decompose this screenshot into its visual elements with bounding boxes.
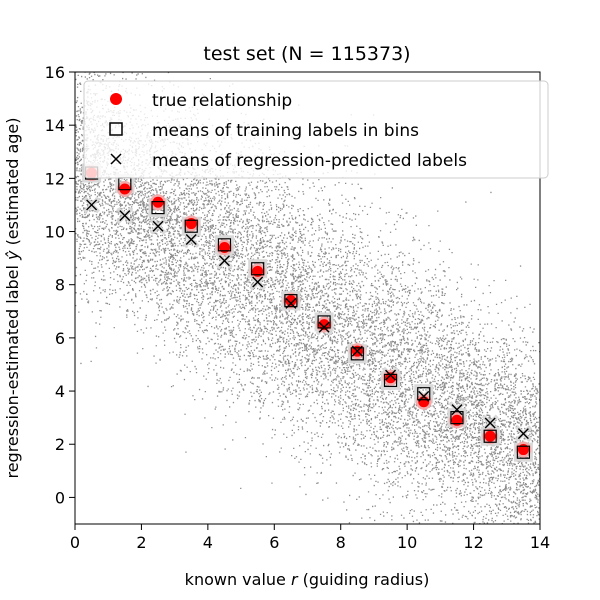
- legend-box: [83, 80, 549, 179]
- y-tick-label: 12: [45, 169, 65, 188]
- predicted-mean-point: [318, 321, 330, 333]
- scatter-cloud: [75, 72, 540, 524]
- x-axis: 0 2 4 6 8 10 12 14: [70, 524, 550, 552]
- legend: true relationship means of training labe…: [83, 80, 549, 179]
- predicted-mean-point: [218, 255, 230, 267]
- predicted-mean-point: [86, 199, 98, 211]
- legend-marker-square: [109, 122, 123, 136]
- training-mean-point: [151, 201, 165, 215]
- predicted-mean-point: [517, 428, 529, 440]
- predicted-mean-point: [351, 345, 363, 357]
- true-point: [484, 430, 496, 442]
- x-tick-label: 6: [269, 533, 279, 552]
- x-axis-label: known value r (guiding radius): [185, 570, 430, 589]
- chart-title: test set (N = 115373): [203, 43, 410, 65]
- y-axis: 0 2 4 6 8 10 12 14 16: [45, 63, 75, 507]
- training-mean-point: [483, 429, 497, 443]
- legend-marker-x: [110, 153, 122, 165]
- predicted-mean-point: [152, 220, 164, 232]
- y-tick-label: 8: [55, 276, 65, 295]
- y-tick-label: 16: [45, 63, 65, 82]
- training-mean-point: [450, 411, 464, 425]
- training-mean-point: [350, 347, 364, 361]
- predicted-mean-point: [484, 417, 496, 429]
- plot-frame: [74, 71, 541, 525]
- predicted-mean-point: [451, 404, 463, 416]
- predicted-mean-point: [418, 390, 430, 402]
- y-tick-label: 0: [55, 488, 65, 507]
- y-tick-label: 2: [55, 435, 65, 454]
- bin-markers: [82, 163, 533, 462]
- legend-entry-true: true relationship: [152, 91, 292, 111]
- true-point: [418, 396, 430, 408]
- predicted-mean-point: [119, 210, 131, 222]
- x-tick-label: 10: [397, 533, 417, 552]
- training-mean-point: [184, 219, 198, 233]
- legend-entry-predicted: means of regression-predicted labels: [152, 151, 467, 171]
- y-tick-label: 10: [45, 223, 65, 242]
- scatter-points: [75, 72, 540, 524]
- x-tick-label: 14: [530, 533, 550, 552]
- true-point: [152, 196, 164, 208]
- true-point: [285, 295, 297, 307]
- x-tick-label: 0: [70, 533, 80, 552]
- y-tick-label: 4: [55, 382, 65, 401]
- training-mean-point: [417, 387, 431, 401]
- legend-entry-training: means of training labels in bins: [152, 121, 419, 141]
- predicted-mean-point: [385, 369, 397, 381]
- training-mean-point: [251, 262, 265, 276]
- predicted-mean-point: [252, 276, 264, 288]
- y-tick-label: 14: [45, 116, 65, 135]
- x-tick-label: 8: [336, 533, 346, 552]
- legend-marker-circle: [110, 93, 122, 105]
- predicted-mean-point: [185, 234, 197, 246]
- training-mean-point: [516, 445, 530, 459]
- x-tick-label: 4: [203, 533, 213, 552]
- training-mean-point: [284, 294, 298, 308]
- y-axis-label: regression-estimated label ŷ (estimated …: [3, 117, 22, 478]
- x-tick-label: 2: [136, 533, 146, 552]
- true-point: [119, 183, 131, 195]
- y-tick-label: 6: [55, 329, 65, 348]
- predicted-mean-point: [285, 297, 297, 309]
- x-tick-label: 12: [463, 533, 483, 552]
- training-mean-point: [217, 238, 232, 252]
